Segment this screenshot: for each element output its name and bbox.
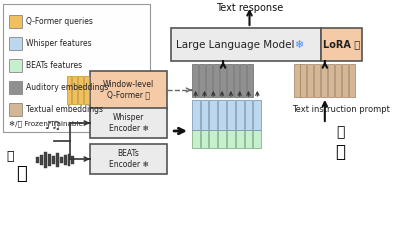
Bar xyxy=(236,100,244,130)
Bar xyxy=(226,64,232,97)
Bar xyxy=(234,64,240,97)
Bar xyxy=(308,64,314,97)
Bar xyxy=(200,130,208,148)
Text: ❄/🔥 Frozen/Trainable: ❄/🔥 Frozen/Trainable xyxy=(9,120,83,127)
Bar xyxy=(240,64,246,97)
Bar xyxy=(171,28,321,61)
Bar xyxy=(254,130,261,148)
Bar xyxy=(36,157,39,163)
Bar xyxy=(218,100,226,130)
Text: Whisper
Encoder ❄: Whisper Encoder ❄ xyxy=(109,113,148,133)
Bar xyxy=(68,154,70,166)
Bar xyxy=(199,64,205,97)
Bar xyxy=(90,144,167,174)
Bar xyxy=(56,153,59,167)
Bar xyxy=(349,64,355,97)
Bar xyxy=(72,76,77,104)
Bar xyxy=(52,156,55,164)
Text: Q-Former queries: Q-Former queries xyxy=(26,17,93,26)
Bar xyxy=(209,130,217,148)
Bar xyxy=(90,108,167,138)
Text: Whisper features: Whisper features xyxy=(26,39,92,48)
Bar xyxy=(84,76,89,104)
Bar xyxy=(342,64,348,97)
Text: 👤: 👤 xyxy=(16,165,27,183)
Bar xyxy=(248,64,254,97)
Text: LoRA 🔥: LoRA 🔥 xyxy=(323,40,360,50)
Bar xyxy=(192,100,200,130)
Bar xyxy=(227,130,235,148)
Bar xyxy=(60,157,63,163)
Bar xyxy=(254,100,261,130)
Bar xyxy=(200,100,208,130)
Bar xyxy=(9,15,22,28)
Bar xyxy=(245,100,252,130)
Bar xyxy=(9,37,22,50)
Bar xyxy=(192,130,200,148)
Bar xyxy=(209,100,217,130)
Bar xyxy=(192,64,198,97)
Bar xyxy=(40,155,43,165)
Text: BEATs features: BEATs features xyxy=(26,61,82,70)
Bar xyxy=(72,156,74,164)
Bar xyxy=(90,71,167,109)
Text: Auditory embeddings: Auditory embeddings xyxy=(26,83,109,92)
Bar xyxy=(300,64,306,97)
Bar xyxy=(314,64,320,97)
Bar xyxy=(64,155,66,165)
Text: Text response: Text response xyxy=(216,3,283,13)
Text: 🧑: 🧑 xyxy=(336,143,346,161)
Bar xyxy=(206,64,212,97)
Text: 🔊: 🔊 xyxy=(6,150,14,163)
Bar xyxy=(44,152,47,168)
Bar xyxy=(321,64,327,97)
Bar xyxy=(218,130,226,148)
Bar xyxy=(66,76,72,104)
Text: Textual embeddings: Textual embeddings xyxy=(26,105,104,114)
Text: ♪♫: ♪♫ xyxy=(44,121,61,131)
Bar xyxy=(78,76,83,104)
Bar xyxy=(48,154,51,166)
Bar xyxy=(321,28,362,61)
Bar xyxy=(9,81,22,94)
Bar xyxy=(9,59,22,72)
Bar xyxy=(328,64,334,97)
Text: Text instruction prompt: Text instruction prompt xyxy=(292,105,390,114)
Text: 💡: 💡 xyxy=(336,125,345,139)
Bar xyxy=(294,64,300,97)
Bar xyxy=(245,130,252,148)
Bar xyxy=(227,100,235,130)
Bar xyxy=(220,64,226,97)
Text: BEATs
Encoder ❄: BEATs Encoder ❄ xyxy=(109,149,148,169)
Text: Window-level
Q-Former 🔥: Window-level Q-Former 🔥 xyxy=(103,80,154,100)
Text: Large Language Model: Large Language Model xyxy=(176,40,294,50)
Bar xyxy=(236,130,244,148)
Bar xyxy=(335,64,341,97)
Bar xyxy=(9,103,22,116)
Bar xyxy=(3,4,150,132)
Bar xyxy=(213,64,219,97)
Text: ❄: ❄ xyxy=(294,40,303,50)
